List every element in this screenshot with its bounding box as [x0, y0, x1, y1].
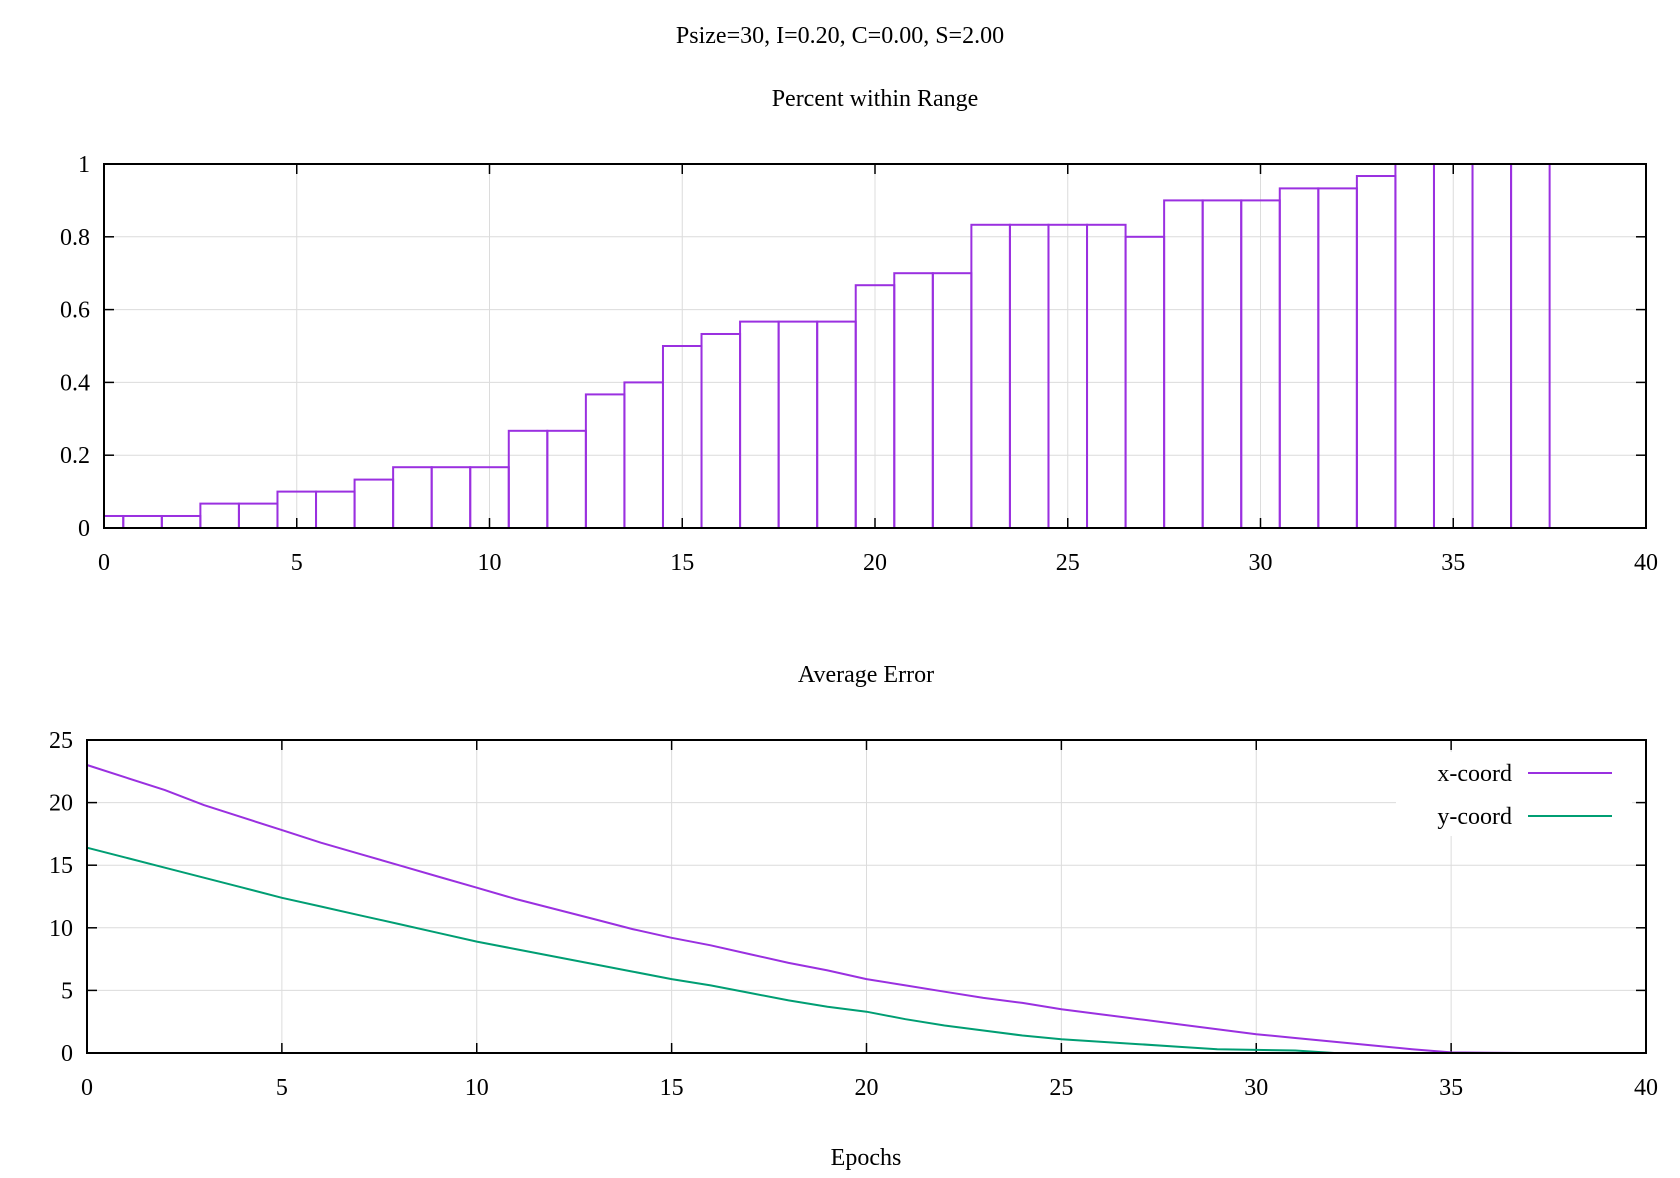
percent-bar — [893, 272, 934, 530]
average-error-plot: 0 5 10 15 20 25 30 35 40 0 5 10 15 20 25 x-coord y-coord — [49, 728, 1658, 1101]
chart2-ytick-label: 15 — [49, 853, 73, 879]
chart2-ytick-label: 20 — [49, 791, 73, 817]
percent-bar — [1471, 163, 1513, 529]
chart1-ytick-label: 0.4 — [60, 370, 90, 396]
percent-bar — [392, 466, 433, 530]
chart2-xtick-label: 0 — [81, 1075, 93, 1101]
chart1-ytick-label: 1 — [78, 152, 90, 178]
chart1-xtick-label: 10 — [478, 550, 502, 576]
chart2-xtick-label: 25 — [1049, 1075, 1073, 1101]
chart1-xtick-label: 30 — [1249, 550, 1273, 576]
chart1-xtick-label: 25 — [1056, 550, 1080, 576]
chart1-ytick-label: 0.6 — [60, 298, 90, 324]
chart2-ytick-label: 5 — [61, 978, 73, 1004]
percent-bar — [700, 332, 742, 529]
x-axis-label: Epochs — [831, 1145, 902, 1171]
percent-bar — [1510, 163, 1551, 529]
percent-bar — [931, 272, 973, 530]
chart2-xtick-label: 15 — [660, 1075, 684, 1101]
percent-bar — [103, 514, 125, 529]
percent-bar — [1163, 199, 1204, 529]
chart2-title: Average Error — [798, 662, 934, 688]
percent-bar — [546, 429, 587, 530]
percent-bar — [237, 502, 279, 529]
percent-bar — [199, 502, 240, 529]
legend-background — [1396, 752, 1632, 836]
percent-bar — [816, 320, 857, 529]
chart2-xtick-label: 20 — [855, 1075, 879, 1101]
chart1-xtick-label: 5 — [291, 550, 303, 576]
chart1-xtick-label: 0 — [98, 550, 110, 576]
percent-bar — [1086, 223, 1127, 529]
chart2-ytick-label: 10 — [49, 916, 73, 942]
series-line-x-coord — [86, 764, 1530, 1054]
chart2-xtick-label: 40 — [1634, 1075, 1658, 1101]
percent-bar — [1201, 199, 1243, 529]
legend: x-coord y-coord — [1396, 752, 1632, 836]
chart1-ytick-label: 0 — [78, 516, 90, 542]
chart2-plot-frame — [86, 739, 1647, 1054]
percent-within-range-plot: 0 5 10 15 20 25 30 35 40 0 0.2 0.4 0.6 0.8 1 — [60, 152, 1658, 576]
series-line-y-coord — [86, 846, 1530, 1054]
percent-bar — [970, 223, 1011, 529]
percent-bar — [1008, 223, 1050, 529]
chart2-xtick-label: 5 — [276, 1075, 288, 1101]
percent-bar — [315, 490, 356, 530]
percent-bar — [1317, 187, 1358, 529]
chart1-xtick-label: 20 — [863, 550, 887, 576]
percent-bar — [739, 320, 780, 529]
percent-bar — [507, 429, 549, 530]
figure-title: Psize=30, I=0.20, C=0.00, S=2.00 — [676, 23, 1004, 49]
chart1-xtick-label: 35 — [1441, 550, 1465, 576]
chart1-title: Percent within Range — [772, 86, 979, 112]
chart1-xtick-label: 15 — [670, 550, 694, 576]
chart2-ytick-label: 0 — [61, 1041, 73, 1067]
chart1-ytick-label: 0.8 — [60, 225, 90, 251]
chart2-xtick-label: 10 — [465, 1075, 489, 1101]
percent-bar — [122, 514, 163, 529]
percent-bar — [1394, 163, 1435, 529]
percent-bar — [353, 478, 395, 530]
chart1-xtick-label: 40 — [1634, 550, 1658, 576]
percent-bar — [584, 393, 626, 529]
percent-bar — [1278, 187, 1320, 529]
chart1-plot-frame — [103, 163, 1647, 529]
percent-bar — [777, 320, 819, 529]
chart1-ytick-label: 0.2 — [60, 443, 90, 469]
percent-bar — [1355, 175, 1397, 529]
percent-bar — [430, 466, 472, 530]
percent-bar — [160, 514, 202, 529]
legend-label: y-coord — [1437, 804, 1512, 830]
legend-label: x-coord — [1437, 761, 1512, 787]
chart2-xtick-label: 30 — [1244, 1075, 1268, 1101]
chart2-ytick-label: 25 — [49, 728, 73, 754]
chart2-xtick-label: 35 — [1439, 1075, 1463, 1101]
